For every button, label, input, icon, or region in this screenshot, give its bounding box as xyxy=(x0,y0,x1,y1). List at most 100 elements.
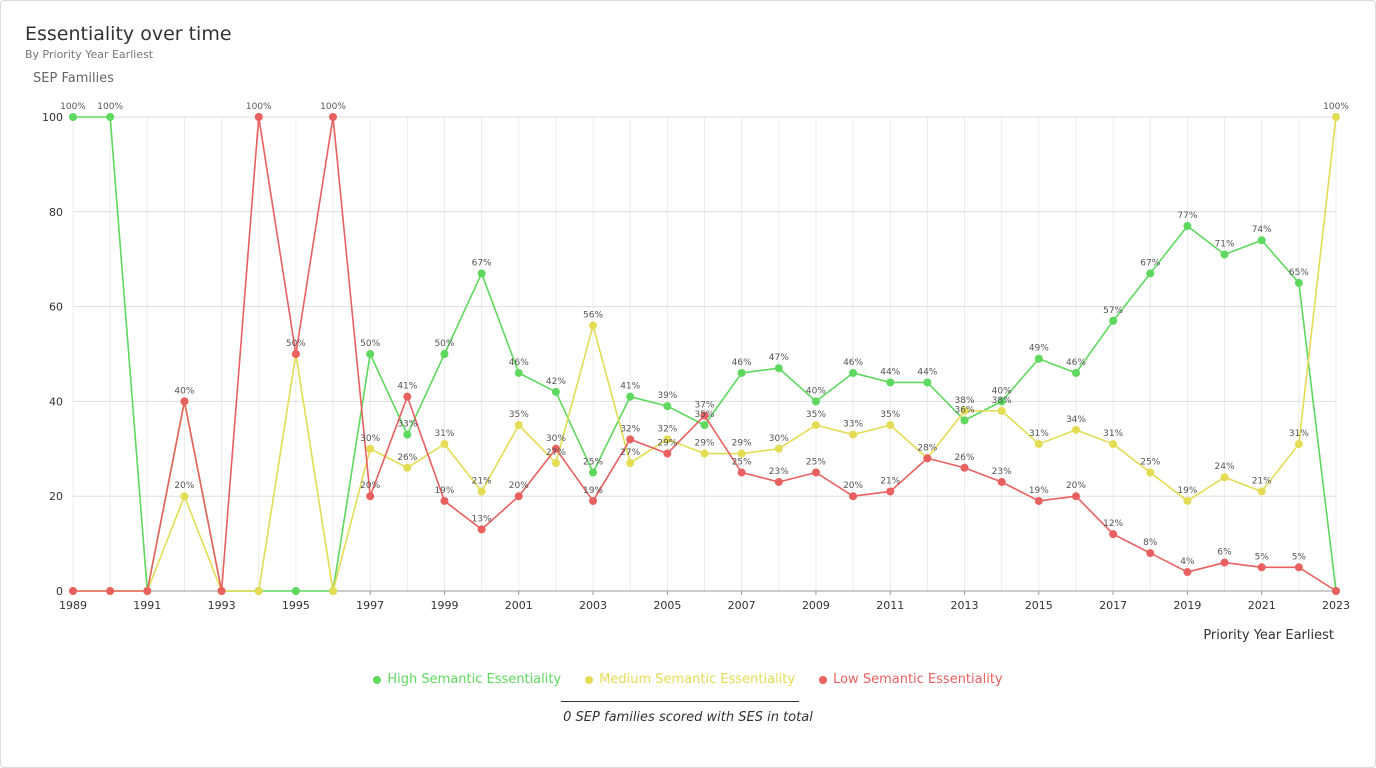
y-axis-label: SEP Families xyxy=(33,71,114,86)
data-point-1 xyxy=(366,444,375,453)
data-point-1 xyxy=(254,587,263,595)
data-label: 32% xyxy=(657,424,677,434)
x-tick-label: 1989 xyxy=(59,599,87,612)
x-tick-label: 1993 xyxy=(208,599,236,612)
data-point-0 xyxy=(811,397,820,406)
legend: High Semantic Essentiality Medium Semant… xyxy=(0,672,1376,687)
data-label: 38% xyxy=(955,396,975,406)
data-label: 38% xyxy=(992,396,1012,406)
data-label: 20% xyxy=(360,481,380,491)
x-tick-label: 2007 xyxy=(728,599,756,612)
data-label: 46% xyxy=(843,358,863,368)
data-point-0 xyxy=(1294,278,1303,287)
data-point-1 xyxy=(1034,440,1043,449)
data-label: 33% xyxy=(843,420,863,430)
data-point-0 xyxy=(1146,269,1155,278)
data-label: 26% xyxy=(955,453,975,463)
data-label: 31% xyxy=(1029,429,1049,439)
footnote: 0 SEP families scored with SES in total xyxy=(563,710,813,725)
data-label: 20% xyxy=(509,481,529,491)
data-label: 27% xyxy=(546,448,566,458)
legend-item-high[interactable]: High Semantic Essentiality xyxy=(373,672,561,687)
data-point-0 xyxy=(960,416,969,425)
legend-label-low: Low Semantic Essentiality xyxy=(833,672,1003,687)
legend-label-medium: Medium Semantic Essentiality xyxy=(599,672,796,687)
data-label: 40% xyxy=(806,386,826,396)
legend-label-high: High Semantic Essentiality xyxy=(387,672,562,687)
data-point-0 xyxy=(663,402,672,411)
data-label: 5% xyxy=(1255,552,1270,562)
data-label: 35% xyxy=(880,410,900,420)
data-point-1 xyxy=(626,459,635,468)
x-tick-label: 2021 xyxy=(1248,599,1276,612)
data-point-1 xyxy=(700,449,709,458)
data-label: 32% xyxy=(620,424,640,434)
data-point-2 xyxy=(923,454,932,463)
data-label: 49% xyxy=(1029,344,1049,354)
x-tick-label: 2003 xyxy=(579,599,607,612)
data-point-2 xyxy=(254,113,263,121)
data-label: 65% xyxy=(1289,268,1309,278)
data-label: 100% xyxy=(1323,102,1349,112)
data-point-1 xyxy=(1257,487,1266,496)
data-point-1 xyxy=(960,406,969,415)
data-label: 50% xyxy=(360,339,380,349)
data-point-0 xyxy=(477,269,486,278)
data-label: 29% xyxy=(657,439,677,449)
data-point-2 xyxy=(366,492,375,501)
data-point-0 xyxy=(291,587,300,595)
data-label: 41% xyxy=(397,382,417,392)
data-label: 26% xyxy=(397,453,417,463)
data-point-2 xyxy=(180,397,189,406)
data-label: 57% xyxy=(1103,306,1123,316)
data-point-2 xyxy=(700,411,709,420)
legend-item-low[interactable]: Low Semantic Essentiality xyxy=(819,672,1003,687)
data-label: 20% xyxy=(843,481,863,491)
data-point-1 xyxy=(663,435,672,444)
data-point-1 xyxy=(1220,473,1229,482)
data-label: 30% xyxy=(546,434,566,444)
data-point-1 xyxy=(440,440,449,449)
data-point-2 xyxy=(811,468,820,477)
data-point-2 xyxy=(1183,568,1192,577)
data-point-1 xyxy=(811,421,820,430)
y-tick-label: 100 xyxy=(42,111,63,124)
data-label: 100% xyxy=(60,102,86,112)
data-point-1 xyxy=(1109,440,1118,449)
data-point-2 xyxy=(1294,563,1303,572)
data-point-1 xyxy=(886,421,895,430)
data-label: 100% xyxy=(320,102,346,112)
data-point-1 xyxy=(1183,496,1192,505)
data-point-2 xyxy=(514,492,523,501)
data-label: 50% xyxy=(286,339,306,349)
data-label: 21% xyxy=(880,476,900,486)
data-point-2 xyxy=(1034,496,1043,505)
data-point-0 xyxy=(1257,236,1266,245)
data-label: 24% xyxy=(1215,462,1235,472)
y-tick-label: 60 xyxy=(49,301,63,314)
data-label: 30% xyxy=(769,434,789,444)
data-point-2 xyxy=(663,449,672,458)
data-point-0 xyxy=(551,387,560,396)
data-point-2 xyxy=(626,435,635,444)
data-point-2 xyxy=(960,463,969,472)
data-point-0 xyxy=(626,392,635,401)
x-tick-label: 2023 xyxy=(1322,599,1350,612)
data-point-0 xyxy=(69,113,77,121)
data-point-1 xyxy=(1332,113,1340,121)
legend-item-medium[interactable]: Medium Semantic Essentiality xyxy=(585,672,795,687)
chart-subtitle: By Priority Year Earliest xyxy=(25,48,154,61)
y-tick-label: 80 xyxy=(49,206,63,219)
data-point-0 xyxy=(403,430,412,439)
data-point-0 xyxy=(1183,222,1192,231)
chart-title: Essentiality over time xyxy=(25,23,232,45)
data-point-1 xyxy=(1294,440,1303,449)
x-tick-label: 2013 xyxy=(951,599,979,612)
data-point-2 xyxy=(477,525,486,534)
data-label: 46% xyxy=(732,358,752,368)
x-tick-label: 2019 xyxy=(1173,599,1201,612)
data-label: 19% xyxy=(434,486,454,496)
data-point-0 xyxy=(737,368,746,377)
data-point-1 xyxy=(1071,425,1080,434)
